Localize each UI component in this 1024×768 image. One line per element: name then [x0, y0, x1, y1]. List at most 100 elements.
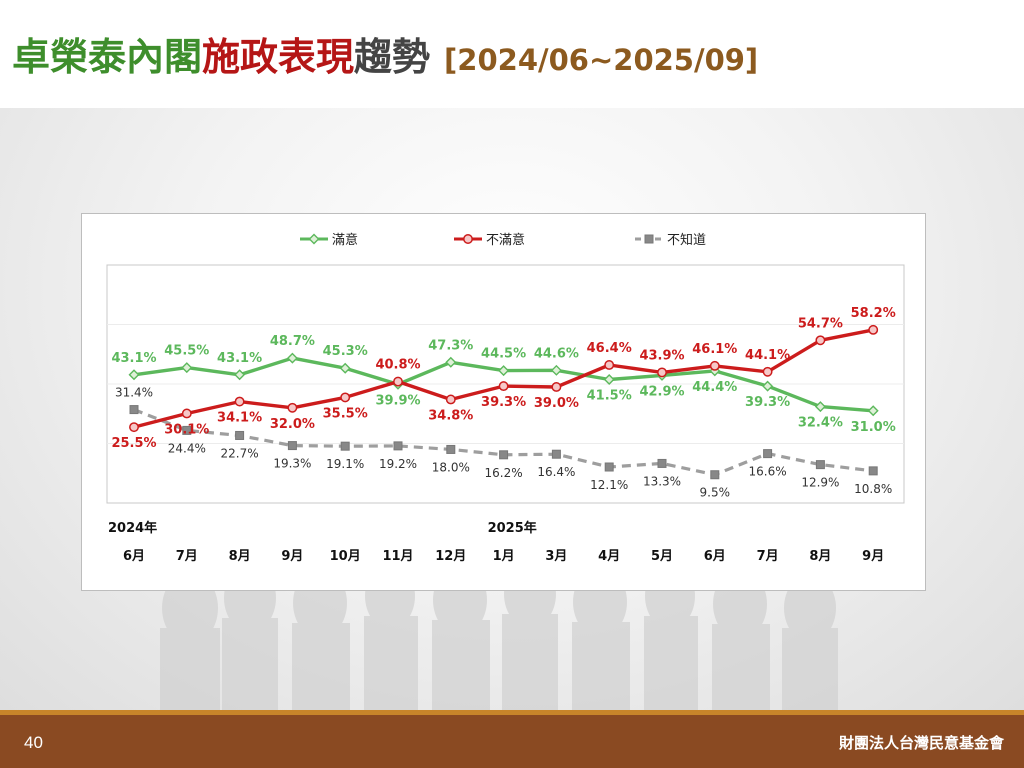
- data-label: 13.3%: [643, 474, 681, 488]
- data-label: 41.5%: [587, 389, 632, 404]
- data-label: 39.3%: [745, 395, 790, 410]
- data-label: 19.3%: [273, 457, 311, 471]
- data-label: 44.1%: [745, 348, 790, 363]
- data-label: 31.4%: [115, 386, 153, 400]
- data-label: 45.3%: [323, 344, 368, 359]
- series-layer: [128, 324, 879, 480]
- data-label: 58.2%: [851, 306, 896, 321]
- legend-item: 滿意: [300, 232, 358, 248]
- data-point: [603, 374, 615, 386]
- data-label: 44.4%: [692, 380, 737, 395]
- data-label: 46.1%: [692, 342, 737, 357]
- data-label: 12.9%: [801, 476, 839, 490]
- x-tick-label: 5月: [651, 549, 673, 564]
- data-point: [129, 422, 139, 433]
- data-label: 47.3%: [428, 338, 473, 353]
- data-label: 39.0%: [534, 396, 579, 411]
- data-point: [339, 362, 351, 374]
- series-2: [129, 405, 878, 480]
- x-tick-label: 6月: [704, 549, 726, 564]
- footer-bar: 40 財團法人台灣民意基金會: [0, 715, 1024, 768]
- data-point: [287, 441, 297, 451]
- data-point: [445, 394, 456, 405]
- footer-accent-line: [0, 710, 1024, 715]
- data-point: [181, 408, 192, 419]
- data-point: [762, 366, 773, 377]
- data-label: 42.9%: [639, 384, 684, 399]
- data-labels-layer: 43.1% 45.5% 43.1% 48.7% 45.3% 39.9% 47.3% 44.5%…: [111, 306, 895, 500]
- data-point: [762, 380, 774, 392]
- data-label: 32.0%: [270, 417, 315, 432]
- series-1: [129, 324, 879, 433]
- x-year-label: 2025年: [488, 520, 537, 536]
- data-point: [234, 369, 246, 381]
- x-tick-label: 6月: [123, 549, 145, 564]
- data-point: [499, 450, 509, 460]
- data-label: 18.0%: [432, 460, 470, 474]
- data-label: 12.1%: [590, 478, 628, 492]
- legend-item: 不知道: [635, 232, 706, 248]
- data-label: 40.8%: [375, 358, 420, 373]
- data-point: [393, 441, 403, 451]
- data-label: 35.5%: [323, 406, 368, 421]
- data-point: [709, 360, 720, 371]
- data-point: [815, 335, 826, 346]
- data-point: [815, 460, 825, 470]
- data-label: 9.5%: [700, 486, 731, 500]
- title-bar: 卓榮泰內閣施政表現趨勢 [2024/06~2025/09]: [0, 0, 1024, 108]
- data-point: [182, 425, 192, 435]
- approval-trend-chart: 滿意 不滿意 不知道 43.1% 45.5% 43.1%48.7%45.3%39.9%4…: [106, 232, 905, 564]
- title-part-performance: 施政表現: [202, 35, 355, 79]
- data-point: [235, 430, 245, 440]
- data-label: 45.5%: [164, 344, 209, 359]
- title-date-range: [2024/06~2025/09]: [444, 43, 759, 77]
- page-number: 40: [24, 733, 43, 752]
- data-point: [340, 441, 350, 451]
- page-title: 卓榮泰內閣施政表現趨勢 [2024/06~2025/09]: [12, 26, 758, 81]
- data-label: 34.1%: [217, 411, 262, 426]
- data-label: 54.7%: [798, 316, 843, 331]
- data-label: 16.6%: [749, 465, 787, 479]
- data-point: [287, 402, 298, 413]
- legend-marker: [463, 234, 473, 244]
- data-label: 19.2%: [379, 457, 417, 471]
- data-point: [340, 392, 351, 403]
- data-point: [551, 449, 561, 459]
- data-point: [446, 444, 456, 454]
- data-point: [550, 364, 562, 376]
- data-label: 44.6%: [534, 346, 579, 361]
- legend-marker: [644, 234, 654, 244]
- legend-item: 不滿意: [454, 232, 525, 248]
- data-label: 10.8%: [854, 482, 892, 496]
- legend-label: 不滿意: [486, 232, 525, 248]
- data-point: [814, 401, 826, 413]
- data-label: 19.1%: [326, 457, 364, 471]
- data-point: [129, 405, 139, 415]
- data-point: [868, 466, 878, 476]
- data-label: 43.1%: [217, 351, 262, 366]
- data-label: 43.1%: [111, 351, 156, 366]
- data-point: [604, 360, 615, 370]
- x-tick-label: 3月: [545, 549, 567, 564]
- legend-label: 滿意: [332, 232, 358, 248]
- data-label: 16.2%: [485, 466, 523, 480]
- x-year-label: 2024年: [108, 520, 157, 536]
- data-point: [234, 396, 245, 407]
- data-point: [868, 324, 879, 335]
- data-point: [657, 367, 667, 378]
- data-point: [710, 470, 720, 480]
- data-label: 32.4%: [798, 416, 843, 431]
- data-point: [445, 356, 457, 368]
- data-label: 43.9%: [639, 348, 684, 363]
- data-point: [867, 405, 879, 417]
- data-label: 25.5%: [111, 436, 156, 451]
- chart-card: 滿意 不滿意 不知道 43.1% 45.5% 43.1% 48.7% 45.3% 39.9% 4…: [81, 213, 926, 591]
- data-point: [128, 369, 140, 381]
- data-label: 46.4%: [587, 341, 632, 356]
- data-point: [498, 365, 510, 377]
- x-tick-label: 11月: [382, 549, 413, 564]
- x-tick-label: 7月: [176, 549, 198, 564]
- data-point: [551, 382, 562, 392]
- x-tick-label: 10月: [330, 549, 361, 564]
- x-tick-label: 8月: [229, 549, 251, 564]
